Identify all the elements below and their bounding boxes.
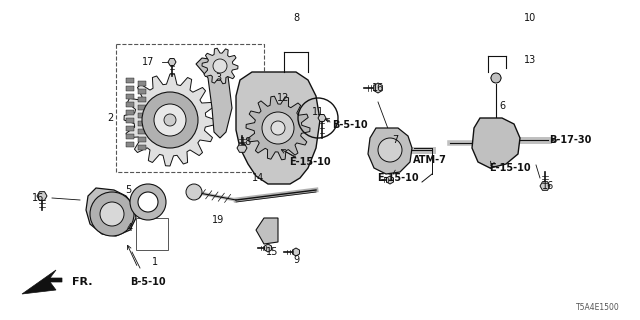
Polygon shape xyxy=(196,58,232,138)
Bar xyxy=(126,134,134,139)
Text: 17: 17 xyxy=(142,57,154,67)
Text: E-15-10: E-15-10 xyxy=(489,163,531,173)
Polygon shape xyxy=(256,218,278,244)
Polygon shape xyxy=(368,128,412,174)
Circle shape xyxy=(100,202,124,226)
Polygon shape xyxy=(264,244,271,252)
Polygon shape xyxy=(86,188,136,236)
Bar xyxy=(138,121,146,126)
Bar xyxy=(116,44,264,172)
Bar xyxy=(138,145,146,150)
Text: 5: 5 xyxy=(125,185,131,195)
Polygon shape xyxy=(472,118,520,168)
Text: B-17-30: B-17-30 xyxy=(549,135,591,145)
Circle shape xyxy=(154,104,186,136)
Circle shape xyxy=(213,59,227,73)
Bar xyxy=(126,142,134,147)
Bar xyxy=(138,105,146,110)
Polygon shape xyxy=(374,83,382,93)
Circle shape xyxy=(164,114,176,126)
Text: T5A4E1500: T5A4E1500 xyxy=(576,303,620,312)
Bar xyxy=(138,81,146,86)
Text: 14: 14 xyxy=(252,173,264,183)
Text: E-15-10: E-15-10 xyxy=(377,173,419,183)
Polygon shape xyxy=(202,48,238,84)
Text: 12: 12 xyxy=(277,93,289,103)
Bar xyxy=(138,137,146,142)
Bar xyxy=(126,118,134,123)
Text: 1: 1 xyxy=(152,257,158,267)
Bar xyxy=(138,89,146,94)
Polygon shape xyxy=(124,74,216,166)
Text: 16: 16 xyxy=(372,83,384,93)
Text: 11: 11 xyxy=(312,107,324,117)
Text: E-15-10: E-15-10 xyxy=(289,157,331,167)
Polygon shape xyxy=(491,74,501,82)
Text: ATM-7: ATM-7 xyxy=(413,155,447,165)
Bar xyxy=(138,97,146,102)
Polygon shape xyxy=(168,59,176,66)
Circle shape xyxy=(90,192,134,236)
Text: 3: 3 xyxy=(215,73,221,83)
Polygon shape xyxy=(37,192,47,200)
Text: 16: 16 xyxy=(32,193,44,203)
Text: 2: 2 xyxy=(107,113,113,123)
Text: 13: 13 xyxy=(524,55,536,65)
Polygon shape xyxy=(540,182,550,190)
Text: 19: 19 xyxy=(212,215,224,225)
Bar xyxy=(136,218,168,250)
Circle shape xyxy=(262,112,294,144)
Text: 16: 16 xyxy=(542,181,554,191)
Bar xyxy=(126,102,134,107)
Text: 6: 6 xyxy=(499,101,505,111)
Circle shape xyxy=(491,73,501,83)
Polygon shape xyxy=(22,270,62,294)
Polygon shape xyxy=(246,96,310,160)
Bar xyxy=(126,86,134,91)
Polygon shape xyxy=(318,115,326,122)
Circle shape xyxy=(378,138,402,162)
Bar xyxy=(138,113,146,118)
Circle shape xyxy=(271,121,285,135)
Bar xyxy=(126,78,134,83)
Text: 7: 7 xyxy=(392,135,398,145)
Text: 18: 18 xyxy=(240,137,252,147)
Bar xyxy=(126,94,134,99)
Text: 8: 8 xyxy=(293,13,299,23)
Text: B-5-10: B-5-10 xyxy=(332,120,368,130)
Bar xyxy=(138,129,146,134)
Circle shape xyxy=(142,92,198,148)
Polygon shape xyxy=(237,144,247,152)
Bar xyxy=(126,110,134,115)
Bar xyxy=(126,126,134,131)
Polygon shape xyxy=(387,176,394,184)
Circle shape xyxy=(186,184,202,200)
Text: FR.: FR. xyxy=(72,277,93,287)
Text: 4: 4 xyxy=(127,223,133,233)
Text: 9: 9 xyxy=(293,255,299,265)
Polygon shape xyxy=(236,72,320,184)
Text: 15: 15 xyxy=(266,247,278,257)
Polygon shape xyxy=(292,248,300,256)
Text: B-5-10: B-5-10 xyxy=(130,277,166,287)
Text: 10: 10 xyxy=(524,13,536,23)
